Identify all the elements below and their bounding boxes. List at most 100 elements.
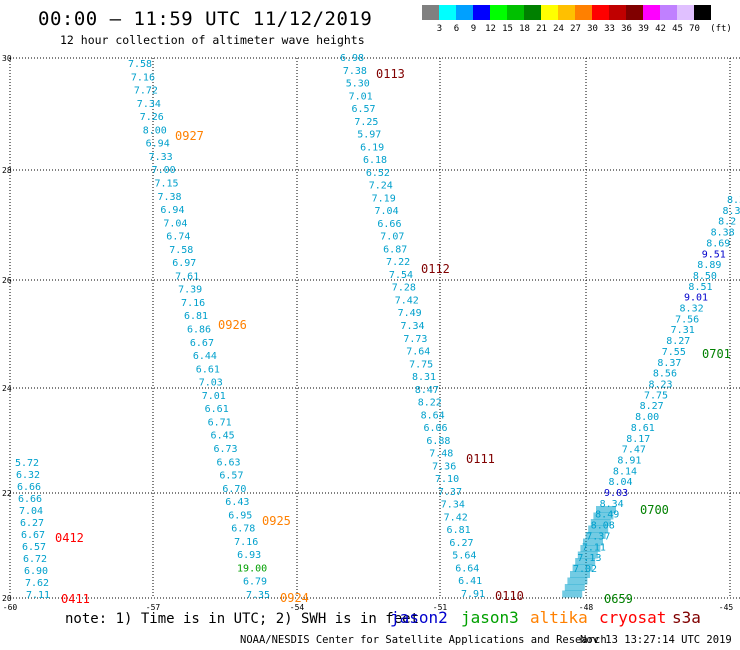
wave-height-value: 8.69 [706,238,730,249]
legend-label: 45 [672,24,683,34]
wave-height-value: 7.10 [435,474,459,485]
wave-height-value: 8.27 [640,401,664,412]
legend-label: 24 [553,24,564,34]
wave-height-value: 7.61 [175,271,199,282]
wave-height-value: 6.06 [424,423,448,434]
legend-label: 6 [453,24,460,34]
wave-height-value: 7.91 [461,589,485,600]
wave-height-value: 7.04 [19,506,43,517]
dense-track-segment [596,506,616,513]
wave-height-value: 6.81 [184,311,208,322]
wave-height-value: 6.81 [447,525,471,536]
wave-height-value: 7.34 [400,321,424,332]
wave-height-value: 7.75 [644,390,668,401]
legend-swatch [626,5,643,20]
wave-height-value: 5.72 [15,458,39,469]
pass-time-label: 0113 [376,67,405,81]
wave-height-value: 8.23 [648,380,672,391]
wave-height-value: 7.04 [375,206,399,217]
wave-height-value: 6.94 [160,205,184,216]
wave-height-value: 6.66 [377,219,401,230]
wave-height-value: 8.2 [718,217,736,228]
legend-label: 21 [536,24,547,34]
lat-tick-label: 22 [2,489,12,498]
legend-swatch [660,5,677,20]
pass-time-label: 0112 [421,262,450,276]
wave-height-value: 6.67 [190,338,214,349]
wave-height-value: 7.73 [403,334,427,345]
wave-height-value: 7.42 [395,295,419,306]
legend-label: 9 [470,24,477,34]
wave-height-value: 8.32 [680,304,704,315]
pass-time-label: 0701 [702,347,731,361]
wave-height-value: 6.70 [222,484,246,495]
satellite-name-jason2: jason2 [390,608,448,627]
wave-height-value: 6.19 [360,142,384,153]
wave-height-value: 8.04 [608,477,632,488]
lat-tick-label: 20 [2,594,12,603]
lon-tick-label: -45 [719,603,734,612]
dense-track-segment [564,584,585,591]
wave-height-value: 7.34 [137,99,161,110]
legend-swatch [575,5,592,20]
legend-swatch [507,5,524,20]
wave-height-value: 7.04 [163,218,187,229]
wave-height-value: 6.79 [243,577,267,588]
pass-time-label: 0411 [61,592,90,606]
legend-swatch [473,5,490,20]
wave-height-value: 9.51 [702,249,726,260]
pass-time-label: 0924 [280,591,309,605]
wave-height-value: 6.90 [24,566,48,577]
wave-height-value: 8.00 [143,125,167,136]
pass-time-label: 0659 [604,592,633,606]
wave-height-value: 7.31 [671,325,695,336]
wave-height-value: 6.52 [366,168,390,179]
wave-height-value: 8.27 [666,336,690,347]
wave-height-value: 8.64 [421,410,445,421]
wave-height-value: 9.03 [604,488,628,499]
lat-tick-label: 24 [2,384,12,393]
wave-height-value: 7.55 [662,347,686,358]
wave-height-value: 7.26 [140,112,164,123]
lon-tick-label: -48 [579,603,594,612]
legend-unit: (ft) [710,24,732,34]
dense-track-segment [590,519,611,526]
wave-height-value: 7.39 [178,285,202,296]
wave-height-value: 7.16 [234,537,258,548]
wave-height-value: 6.41 [458,576,482,587]
legend-swatch [456,5,473,20]
legend-label: 39 [638,24,649,34]
wave-height-value: 6.94 [146,139,170,150]
wave-height-value: 7.22 [386,257,410,268]
altimeter-tracks: 7.58 7.16 7.72 7.34 7.26 8.00 6.94 7.33 7.00 7.15… [15,53,740,601]
wave-height-value: 7.03 [199,378,223,389]
credit-text: NOAA/NESDIS Center for Satellite Applica… [240,634,607,646]
legend-swatch [422,5,439,20]
wave-height-value: 7.11 [26,590,50,601]
wave-height-value: 6.87 [383,244,407,255]
wave-height-value: 6.27 [20,518,44,529]
wave-height-value: 8.38 [711,228,735,239]
wave-height-value: 7.56 [675,314,699,325]
wave-height-value: 6.66 [18,494,42,505]
wave-height-value: 5.30 [346,79,370,90]
wave-height-value: 6.44 [193,351,217,362]
wave-height-value: 6.57 [351,104,375,115]
wave-height-value: 6.66 [17,482,41,493]
wave-height-value: 19.00 [237,563,267,574]
lon-tick-label: -57 [146,603,161,612]
legend-label: 36 [621,24,632,34]
wave-height-value: 7.42 [444,512,468,523]
wave-height-value: 8.51 [688,282,712,293]
wave-height-value: 6.98 [340,53,364,64]
wave-height-value: 7.72 [134,86,158,97]
dense-track-segment [593,512,614,520]
wave-height-value: 7.62 [25,578,49,589]
satellite-name-cryosat: cryosat [599,608,667,627]
wave-height-value: 7.64 [406,347,430,358]
legend-swatch [524,5,541,20]
dense-track-segment [575,558,596,565]
footer-note: note: 1) Time is in UTC; 2) SWH is in fe… [65,611,420,627]
wave-height-value: 9.01 [684,293,708,304]
wave-height-value: 6.67 [21,530,45,541]
